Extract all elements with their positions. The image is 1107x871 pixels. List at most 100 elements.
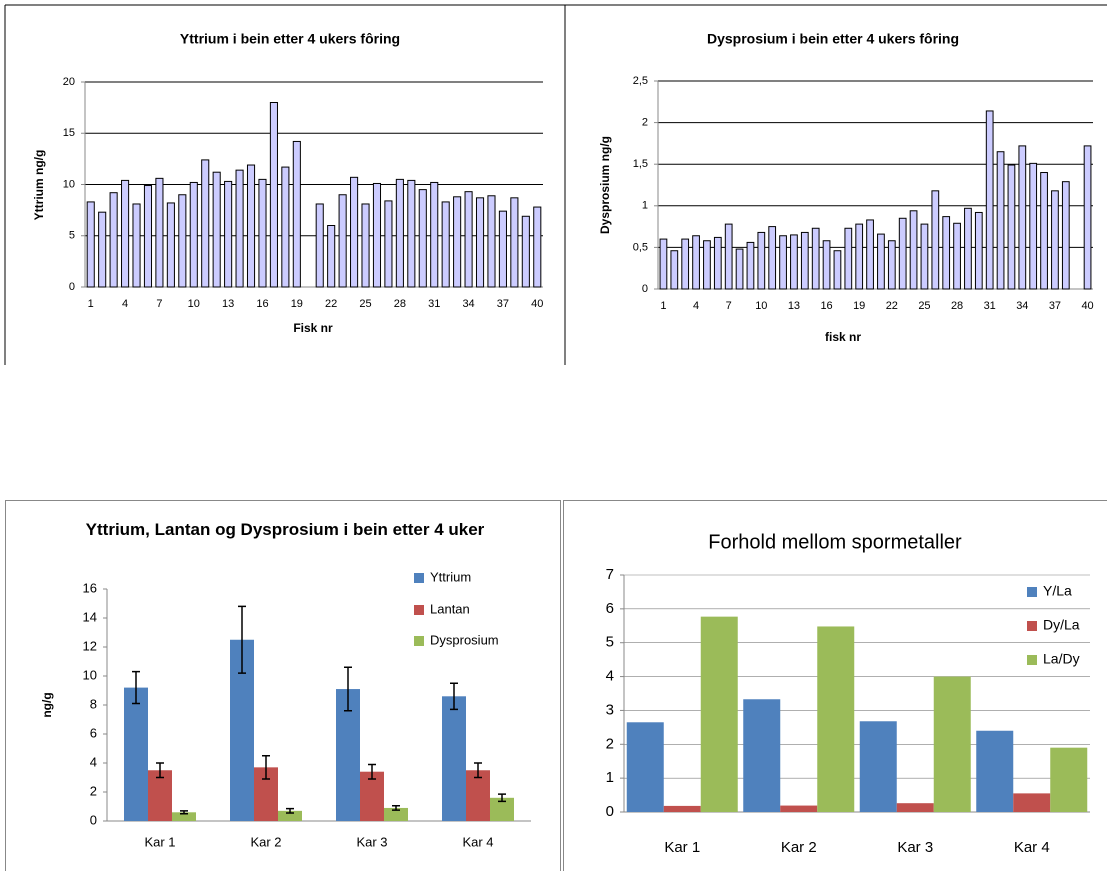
y-tick-label: 15 xyxy=(63,127,75,139)
bar xyxy=(155,177,164,288)
bar xyxy=(866,219,874,290)
x-tick-label: 34 xyxy=(462,298,474,310)
bar xyxy=(418,189,427,288)
y-tick-label: 12 xyxy=(83,638,97,653)
bar xyxy=(735,248,744,290)
bar xyxy=(212,171,221,288)
x-tick-label: 19 xyxy=(291,298,303,310)
bar xyxy=(86,201,95,288)
bar xyxy=(964,207,972,290)
bar xyxy=(224,180,233,288)
y-axis-title: Dysprosium ng/g xyxy=(598,136,612,234)
bar xyxy=(490,797,514,821)
bar xyxy=(700,616,738,812)
x-tick-label: 13 xyxy=(222,298,234,310)
bar xyxy=(822,240,831,290)
bar xyxy=(800,231,809,290)
bar xyxy=(1018,145,1027,290)
legend-label: Lantan xyxy=(430,601,470,616)
x-tick-label: Kar 3 xyxy=(356,834,387,849)
bar xyxy=(859,721,897,812)
bar xyxy=(189,181,198,288)
x-tick-label: 22 xyxy=(325,298,337,310)
x-tick-label: 19 xyxy=(853,300,865,312)
y-tick-label: 0 xyxy=(69,281,75,293)
bar xyxy=(360,771,384,821)
bar xyxy=(833,250,842,290)
bar xyxy=(931,190,940,290)
bar xyxy=(384,807,408,821)
bar xyxy=(521,215,530,288)
y-tick-label: 8 xyxy=(90,696,97,711)
legend-swatch xyxy=(1027,587,1037,597)
title-box: Yttrium, Lantan og Dysprosium i bein ett… xyxy=(86,520,485,539)
y-tick-label: 16 xyxy=(83,580,97,595)
x-axis-title: Fisk nr xyxy=(293,321,333,335)
bar xyxy=(896,803,934,812)
bar xyxy=(920,223,929,290)
x-tick-label: 25 xyxy=(359,298,371,310)
x-tick-label: 37 xyxy=(497,298,509,310)
y-tick-label: 6 xyxy=(606,600,614,617)
bar xyxy=(109,192,118,288)
bar xyxy=(909,210,918,290)
bar xyxy=(172,812,196,821)
bar xyxy=(121,179,130,288)
x-tick-label: 31 xyxy=(984,300,996,312)
y-tick-label: 4 xyxy=(606,668,614,685)
y-tick-label: 0 xyxy=(90,812,97,827)
bar xyxy=(743,699,781,812)
x-tick-label: 10 xyxy=(188,298,200,310)
x-tick-label: 1 xyxy=(660,300,666,312)
x-tick-label: 4 xyxy=(122,298,128,310)
x-tick-label: 4 xyxy=(693,300,699,312)
bar xyxy=(98,211,107,288)
y-tick-label: 1,5 xyxy=(633,158,648,170)
x-tick-label: Kar 1 xyxy=(664,839,700,856)
bar xyxy=(350,176,359,288)
y-axis-title: Yttrium ng/g xyxy=(32,150,46,221)
bar xyxy=(1007,164,1016,290)
x-tick-label: 31 xyxy=(428,298,440,310)
bar xyxy=(996,151,1005,290)
y-tick-label: 2 xyxy=(606,735,614,752)
bar xyxy=(746,241,755,290)
bar xyxy=(844,227,853,290)
x-tick-label: Kar 2 xyxy=(250,834,281,849)
bar xyxy=(327,225,336,288)
x-tick-label: Kar 2 xyxy=(781,839,817,856)
x-tick-label: 13 xyxy=(788,300,800,312)
y-tick-label: 10 xyxy=(83,667,97,682)
bar xyxy=(464,191,473,288)
bar xyxy=(811,227,820,290)
x-tick-label: 40 xyxy=(531,298,543,310)
bar xyxy=(281,166,290,288)
x-tick-label: Kar 3 xyxy=(897,839,933,856)
bar xyxy=(985,110,994,290)
x-tick-label: 28 xyxy=(951,300,963,312)
bar xyxy=(132,203,141,288)
x-tick-label: 7 xyxy=(156,298,162,310)
y-tick-label: 0 xyxy=(606,803,614,820)
x-tick-label: 1 xyxy=(88,298,94,310)
error-bar xyxy=(238,605,246,674)
bar xyxy=(713,236,722,290)
bar xyxy=(487,195,496,288)
bar xyxy=(933,676,971,812)
x-tick-label: 28 xyxy=(394,298,406,310)
x-tick-label: 22 xyxy=(886,300,898,312)
x-tick-label: 16 xyxy=(820,300,832,312)
panel-border xyxy=(5,500,561,871)
bar xyxy=(790,234,798,290)
y-tick-label: 2,5 xyxy=(633,75,648,87)
bar xyxy=(395,178,404,288)
bar xyxy=(246,164,256,288)
y-tick-label: 10 xyxy=(63,178,75,190)
bar xyxy=(1029,162,1038,290)
bar xyxy=(724,223,733,290)
bar xyxy=(361,203,370,288)
bar xyxy=(1083,145,1092,290)
legend-label: Y/La xyxy=(1043,583,1072,599)
x-tick-label: 34 xyxy=(1016,300,1028,312)
bar xyxy=(201,159,210,288)
